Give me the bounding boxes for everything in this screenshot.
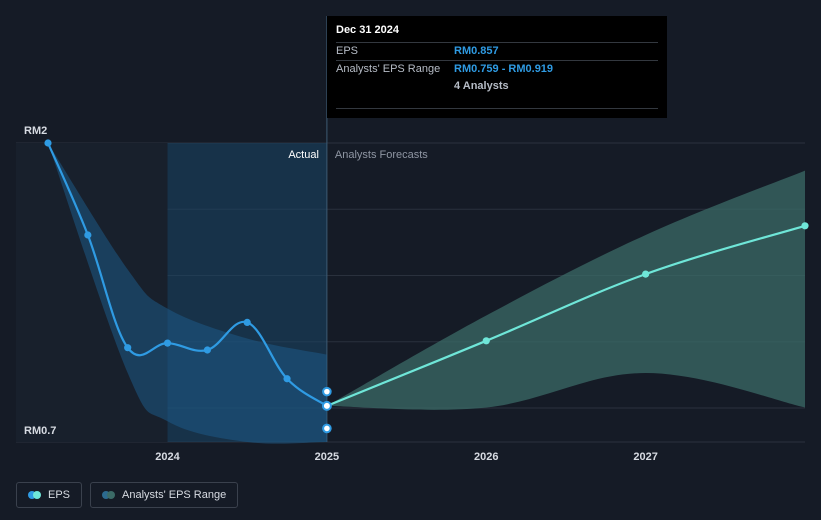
range-marker-point — [322, 423, 332, 434]
eps-actual-point — [124, 344, 132, 352]
actual-range-band — [48, 143, 327, 444]
range-bands — [16, 16, 805, 444]
eps-actual-point — [44, 139, 52, 147]
range-marker-point — [322, 386, 332, 397]
x-tick-label: 2026 — [474, 451, 498, 463]
x-tick-label: 2027 — [633, 451, 657, 463]
eps-actual-point — [84, 231, 92, 239]
x-tick-label: 2025 — [315, 451, 339, 463]
tooltip-date: Dec 31 2024 — [336, 24, 399, 36]
forecast-section-label: Analysts Forecasts — [335, 149, 428, 161]
tooltip-row-range: Analysts' EPS Range RM0.759 - RM0.919 — [336, 60, 658, 78]
legend-range-label: Analysts' EPS Range — [122, 489, 227, 501]
tooltip: Dec 31 2024 EPS RM0.857 Analysts' EPS Ra… — [327, 16, 667, 118]
eps-legend-icon — [28, 491, 42, 499]
legend-item-range[interactable]: Analysts' EPS Range — [90, 482, 239, 508]
eps-forecast-line — [326, 224, 806, 407]
eps-actual-point — [163, 339, 172, 347]
eps-actual-point — [321, 400, 332, 411]
legend-item-eps[interactable]: EPS — [16, 482, 83, 508]
eps-forecast-point — [801, 222, 809, 230]
tooltip-analysts-value: 4 Analysts — [454, 80, 509, 92]
tooltip-row-eps: EPS RM0.857 — [336, 42, 658, 60]
legend-eps-label: EPS — [48, 489, 71, 501]
y-label-top: RM2 — [24, 125, 47, 137]
eps-actual-point — [243, 318, 251, 326]
actual-section-label: Actual — [288, 149, 319, 161]
axis-labels: RM2 RM0.7 Actual Analysts Forecasts 2024 2025… — [24, 125, 658, 463]
tooltip-analysts-label — [336, 81, 454, 92]
forecast-range-band — [326, 170, 805, 410]
tooltip-range-value: RM0.759 - RM0.919 — [454, 63, 554, 75]
x-tick-label: 2024 — [155, 451, 180, 463]
eps-forecast-point — [482, 337, 490, 345]
eps-actual-point — [203, 346, 211, 354]
y-label-bottom: RM0.7 — [24, 425, 56, 437]
legend: EPS Analysts' EPS Range — [16, 482, 239, 508]
tooltip-row-analysts: 4 Analysts — [336, 78, 658, 95]
tooltip-divider — [336, 108, 658, 109]
tooltip-eps-value: RM0.857 — [454, 45, 499, 57]
range-legend-icon — [102, 491, 116, 499]
tooltip-eps-label: EPS — [336, 45, 359, 57]
eps-actual-point — [283, 375, 291, 383]
tooltip-range-label: Analysts' EPS Range — [336, 63, 441, 75]
eps-forecast-point — [642, 270, 650, 278]
eps-points — [44, 139, 809, 434]
